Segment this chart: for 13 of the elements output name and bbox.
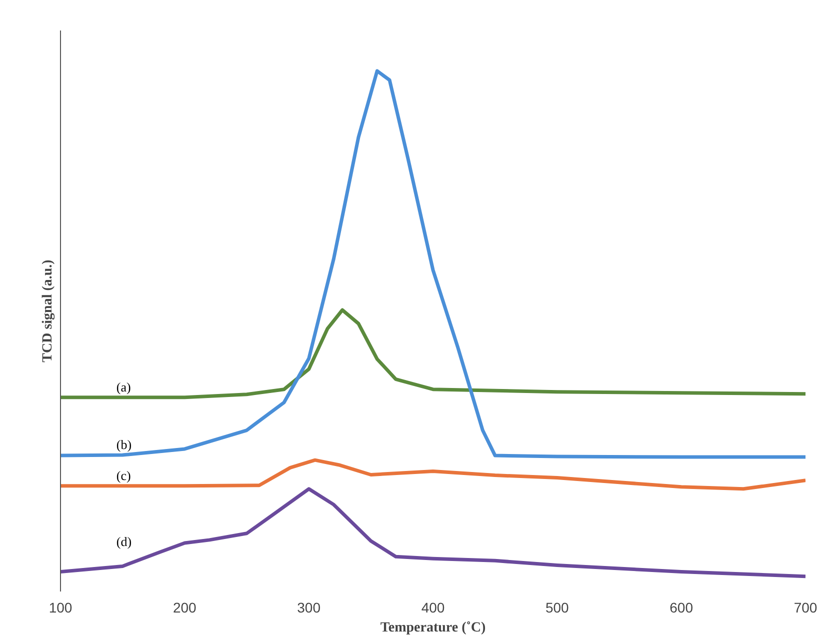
x-tick-label: 500 bbox=[545, 600, 570, 616]
x-tick-label: 100 bbox=[48, 600, 72, 616]
x-tick-label: 600 bbox=[670, 600, 694, 616]
series-label: (d) bbox=[116, 534, 132, 550]
x-tick-label: 300 bbox=[297, 600, 321, 616]
x-tick-label: 700 bbox=[794, 600, 818, 616]
x-tick-label: 400 bbox=[421, 600, 445, 616]
series-label: (a) bbox=[116, 379, 131, 394]
x-tick-label: 200 bbox=[172, 600, 197, 616]
y-axis-title: TCD signal (a.u.) bbox=[40, 259, 56, 362]
series-label: (c) bbox=[116, 468, 131, 483]
x-axis-title: Temperature (˚C) bbox=[380, 620, 486, 636]
series-label: (b) bbox=[116, 437, 132, 452]
